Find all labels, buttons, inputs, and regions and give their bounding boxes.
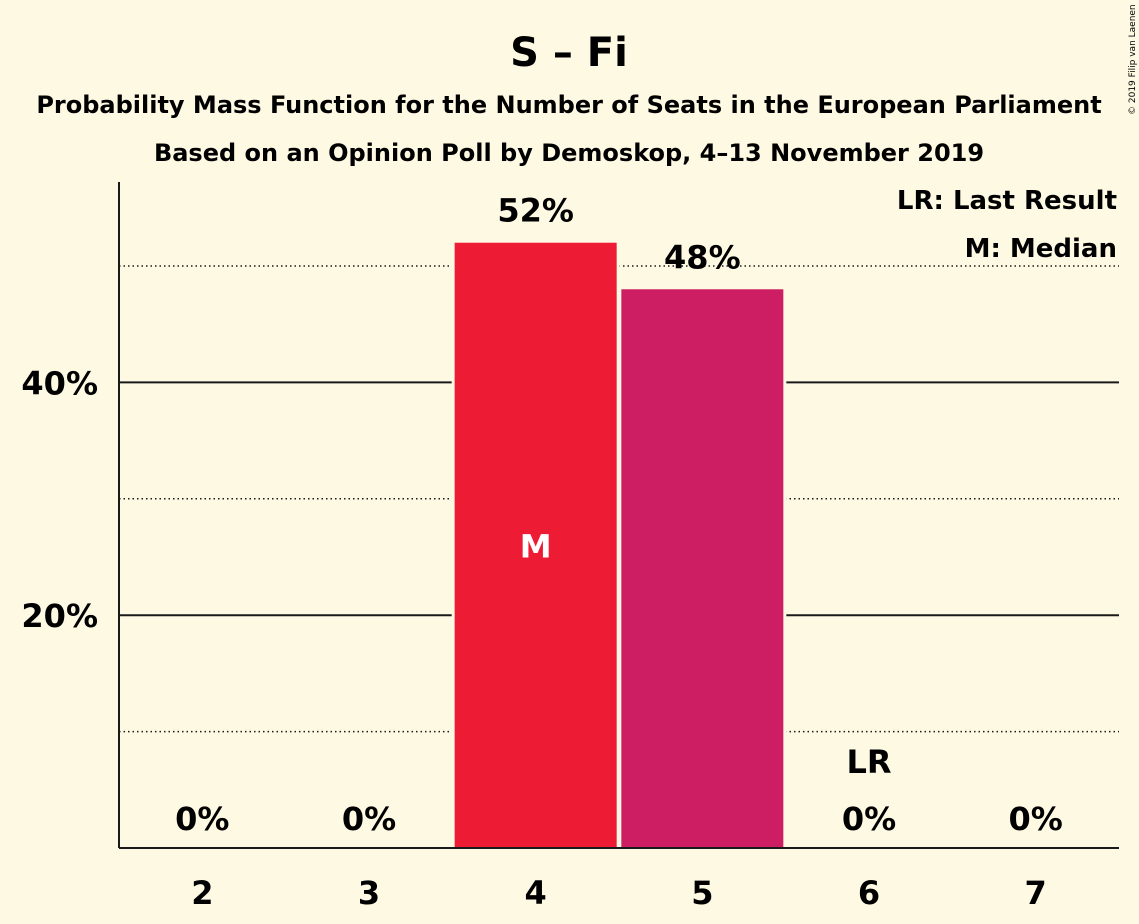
bar-seats-4 [454, 242, 617, 849]
y-tick-label: 40% [21, 364, 98, 402]
value-label-5: 48% [664, 238, 741, 276]
bars [451, 242, 787, 849]
median-marker: M [520, 527, 552, 565]
y-tick-label: 20% [21, 597, 98, 635]
value-label-4: 52% [497, 192, 574, 230]
legend-last-result: LR: Last Result [897, 186, 1117, 216]
last-result-marker: LR [846, 743, 891, 781]
chart-title: S – Fi [510, 30, 628, 76]
legend-median: M: Median [965, 234, 1117, 264]
chart-source: Based on an Opinion Poll by Demoskop, 4–… [154, 139, 984, 167]
y-tick-labels: 20% 40% [21, 364, 98, 635]
x-tick-label: 7 [1025, 874, 1047, 912]
value-label-2: 0% [175, 800, 229, 838]
x-tick-label: 6 [858, 874, 880, 912]
chart-subtitle: Probability Mass Function for the Number… [36, 91, 1101, 119]
x-tick-label: 5 [691, 874, 713, 912]
x-tick-labels: 2 3 4 5 6 7 [191, 874, 1047, 912]
copyright-notice: © 2019 Filip van Laenen [1128, 4, 1138, 115]
x-tick-label: 3 [358, 874, 380, 912]
x-tick-label: 4 [525, 874, 547, 912]
bar-seats-5 [621, 289, 784, 848]
value-label-3: 0% [342, 800, 396, 838]
value-label-7: 0% [1009, 800, 1063, 838]
x-tick-label: 2 [191, 874, 213, 912]
value-label-6: 0% [842, 800, 896, 838]
value-labels: 0% 0% 52% 48% 0% 0% M LR [175, 192, 1063, 838]
